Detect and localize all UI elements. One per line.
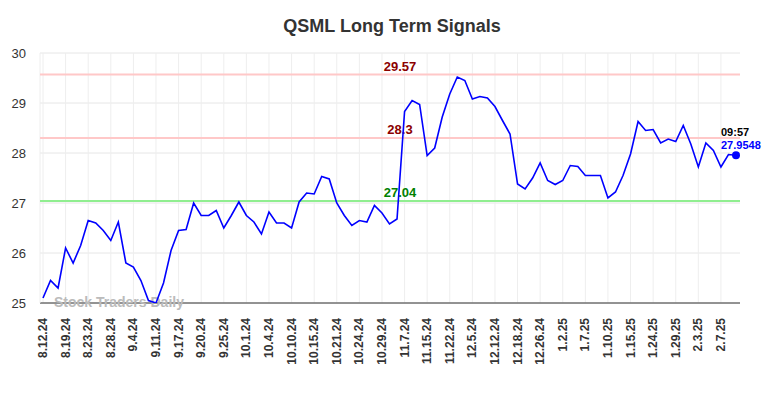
y-tick-label: 27 <box>12 196 26 211</box>
y-tick-label: 30 <box>12 46 26 61</box>
grid-line <box>223 53 224 303</box>
x-tick-label: 12.18.24 <box>511 318 525 365</box>
reference-line <box>40 200 740 202</box>
x-tick-label: 8.28.24 <box>104 318 118 358</box>
grid-line <box>336 53 337 303</box>
grid-line <box>562 53 563 303</box>
x-tick-label: 8.19.24 <box>59 318 73 358</box>
reference-label: 27.04 <box>384 185 417 200</box>
grid-line <box>381 53 382 303</box>
grid-line <box>653 53 654 303</box>
last-point <box>732 151 740 159</box>
x-tick-label: 9.20.24 <box>194 318 208 358</box>
grid-line <box>43 53 44 303</box>
x-tick-label: 10.15.24 <box>307 318 321 365</box>
grid-line <box>585 53 586 303</box>
x-tick-label: 9.4.24 <box>126 318 140 352</box>
x-tick-label: 10.21.24 <box>330 318 344 365</box>
x-tick-label: 11.7.24 <box>398 318 412 358</box>
x-tick-label: 9.11.24 <box>149 318 163 358</box>
price-line <box>43 77 736 303</box>
grid-line <box>449 53 450 303</box>
x-tick-label: 8.12.24 <box>36 318 50 358</box>
grid-line <box>472 53 473 303</box>
grid-line <box>720 53 721 303</box>
x-tick-label: 1.24.25 <box>646 318 660 358</box>
end-time: 09:57 <box>721 126 749 138</box>
reference-label: 28.3 <box>387 122 412 137</box>
x-tick-label: 2.7.25 <box>714 318 728 352</box>
end-value: 27.9548 <box>721 139 761 151</box>
y-tick-label: 25 <box>12 296 26 311</box>
grid-line <box>40 103 740 104</box>
x-tick-label: 1.15.25 <box>624 318 638 358</box>
grid-line <box>88 53 89 303</box>
grid-line <box>359 53 360 303</box>
x-tick-label: 1.10.25 <box>601 318 615 358</box>
grid-line <box>155 53 156 303</box>
grid-line <box>427 53 428 303</box>
y-tick-label: 26 <box>12 246 26 261</box>
x-tick-label: 10.24.24 <box>352 318 366 365</box>
grid-line <box>65 53 66 303</box>
x-tick-label: 8.23.24 <box>81 318 95 358</box>
grid-line <box>40 253 740 254</box>
plot-area <box>43 77 740 303</box>
grid-line <box>178 53 179 303</box>
y-axis <box>40 53 41 303</box>
x-tick-label: 12.26.24 <box>533 318 547 365</box>
x-tick-label: 11.15.24 <box>420 318 434 364</box>
grid-line <box>404 53 405 303</box>
grid-line <box>133 53 134 303</box>
x-tick-label: 2.3.25 <box>691 318 705 352</box>
grid-line <box>110 53 111 303</box>
x-tick-label: 1.29.25 <box>669 318 683 358</box>
x-tick-label: 9.17.24 <box>172 318 186 358</box>
grid-line <box>246 53 247 303</box>
x-tick-label: 1.7.25 <box>578 318 592 352</box>
grid-line <box>607 53 608 303</box>
grid-line <box>314 53 315 303</box>
grid-line <box>40 203 740 204</box>
x-tick-label: 10.29.24 <box>375 318 389 365</box>
grid-line <box>40 153 740 154</box>
x-tick-label: 10.10.24 <box>285 318 299 365</box>
x-tick-label: 12.12.24 <box>488 318 502 365</box>
grid-line <box>201 53 202 303</box>
grid-line <box>268 53 269 303</box>
grid-line <box>698 53 699 303</box>
title: QSML Long Term Signals <box>283 16 500 36</box>
reference-line <box>40 74 740 76</box>
x-tick-label: 12.5.24 <box>465 318 479 358</box>
x-tick-label: 10.1.24 <box>239 318 253 358</box>
grid-line <box>630 53 631 303</box>
grid-line <box>40 53 740 54</box>
grid-line <box>291 53 292 303</box>
x-tick-label: 10.4.24 <box>262 318 276 358</box>
grid-line <box>494 53 495 303</box>
grid-line <box>540 53 541 303</box>
x-tick-label: 11.22.24 <box>443 318 457 364</box>
watermark: Stock Traders Daily <box>54 294 184 310</box>
grid-line <box>675 53 676 303</box>
y-tick-label: 29 <box>12 96 26 111</box>
x-tick-label: 1.2.25 <box>556 318 570 352</box>
x-tick-label: 9.25.24 <box>217 318 231 358</box>
chart: QSML Long Term Signals 25 26 27 28 29 30 8.12.2… <box>0 0 784 398</box>
reference-label: 29.57 <box>384 59 417 74</box>
y-tick-label: 28 <box>12 146 26 161</box>
